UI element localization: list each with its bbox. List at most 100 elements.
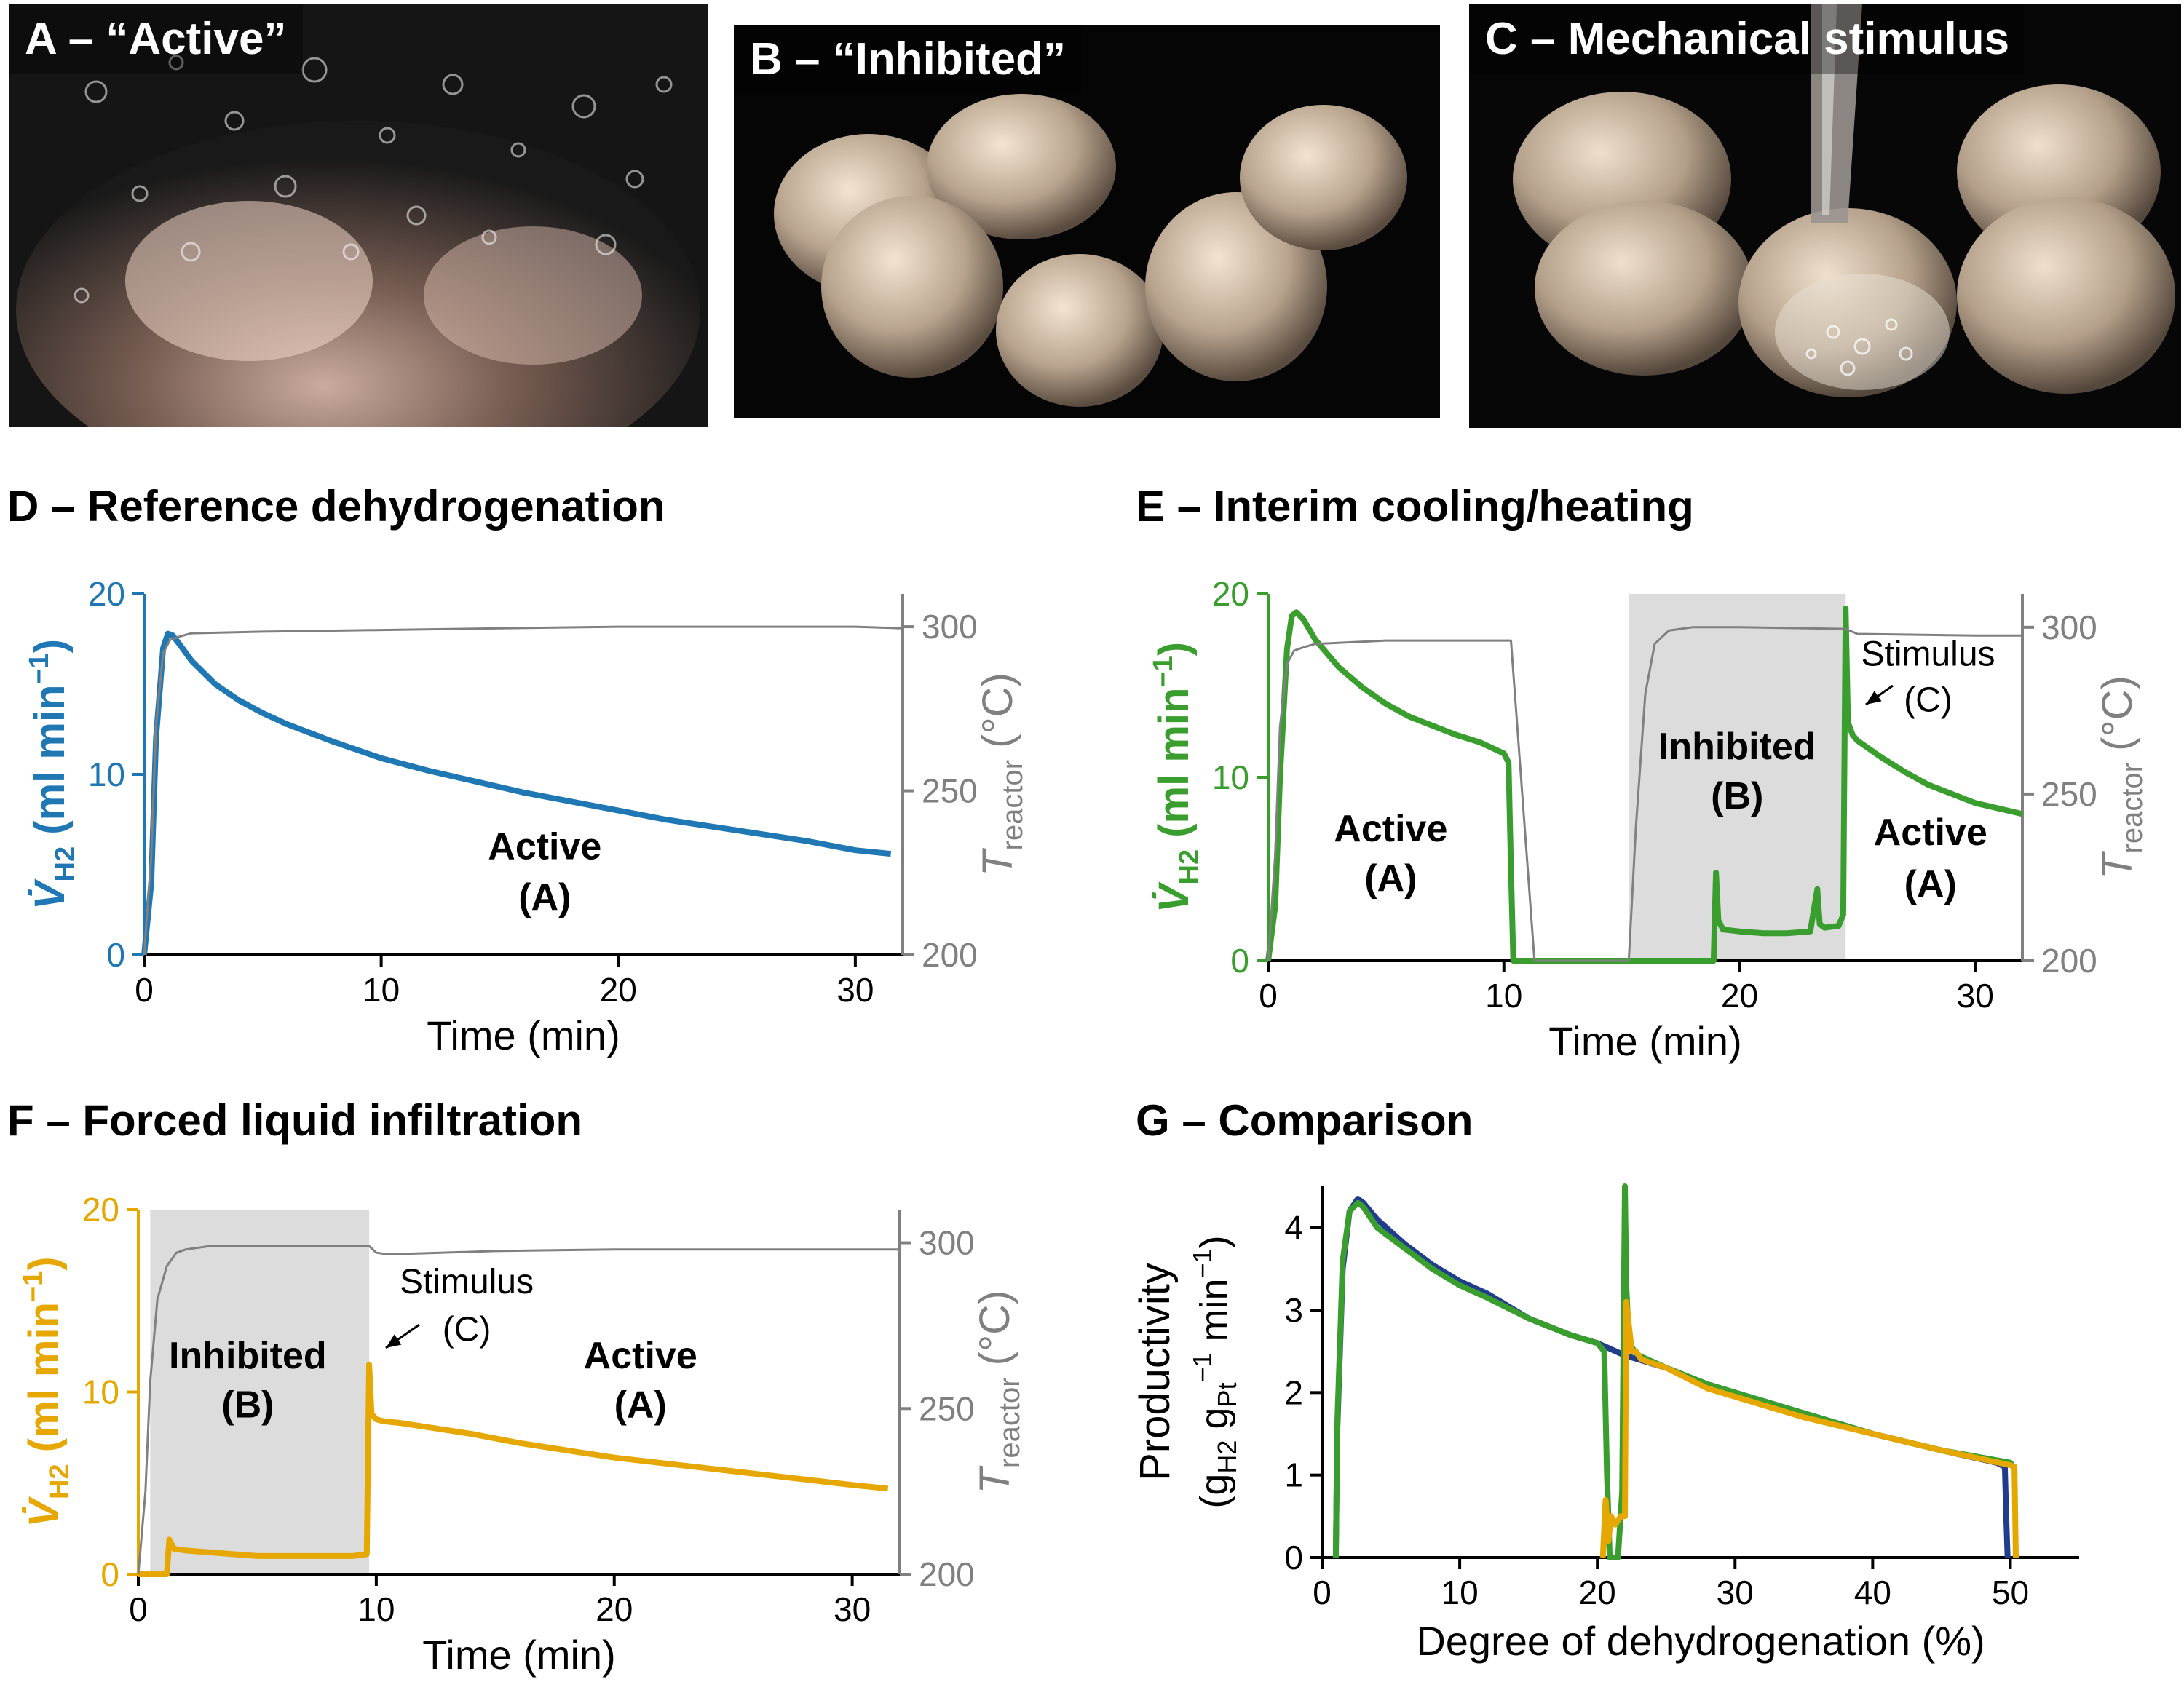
label-part: H2 — [50, 846, 81, 882]
y-tick-label-right: 300 — [922, 608, 978, 646]
y-axis-label-left: V̇H2 (ml min−1) — [1148, 642, 1205, 913]
y-tick-label-right: 200 — [922, 936, 978, 974]
x-tick-label: 20 — [1579, 1574, 1616, 1611]
x-axis-label: Time (min) — [422, 1632, 615, 1678]
label-part: Reference dehydrogenation — [87, 482, 665, 531]
label-part: G – — [1136, 1096, 1218, 1145]
label-part: ) — [20, 1256, 68, 1270]
label-part: H2 — [44, 1464, 75, 1499]
label-part: (ml min — [1150, 688, 1198, 849]
x-tick-label: 0 — [135, 971, 154, 1009]
y-tick-label-left: 20 — [82, 1191, 119, 1229]
annotation-label: (B) — [1711, 775, 1763, 817]
panel-D: D – Reference dehydrogenation 0 10 20 300 10 2… — [7, 482, 1029, 1058]
y-axis-label-left: V̇H2 (ml min−1) — [24, 639, 81, 910]
flow-rate-line — [141, 630, 892, 956]
label-part: Forced liquid infiltration — [82, 1096, 582, 1145]
annotation-label: (B) — [221, 1384, 274, 1427]
stimulus-arrow-e-head — [1866, 691, 1882, 705]
y-tick-label-left: 10 — [82, 1373, 119, 1411]
label-part: H2 — [1174, 849, 1205, 885]
label-part: (ml min — [20, 1302, 68, 1464]
label-part: −1 — [1187, 1248, 1217, 1278]
annotation-label: Active — [1874, 812, 1987, 854]
x-tick-label: 0 — [1259, 977, 1278, 1015]
y-tick-label-right: 250 — [922, 772, 978, 810]
x-tick-label: 0 — [1313, 1574, 1332, 1611]
x-tick-label: 20 — [600, 971, 637, 1009]
label-part: (°C) — [971, 1290, 1018, 1378]
x-tick-label: 50 — [1992, 1574, 2029, 1611]
label-part: E – — [1136, 482, 1214, 531]
photo-panel-mechanical-stimulus: C – Mechanical stimulus — [1469, 4, 2181, 428]
y-tick-label-left: 10 — [1212, 758, 1249, 796]
y-tick-label-left: 20 — [1212, 575, 1249, 613]
x-tick-label: 10 — [357, 1590, 395, 1628]
y-tick-label-left: 10 — [88, 755, 125, 793]
x-tick-label: 30 — [1717, 1574, 1754, 1611]
shaded-region — [150, 1210, 370, 1574]
annotation-label: Active — [488, 826, 601, 868]
y-axis-label-left: V̇H2 (ml min−1) — [18, 1256, 75, 1527]
photo-active-image — [9, 4, 708, 427]
y-tick-label-right: 200 — [2041, 942, 2097, 980]
label-part: ) — [26, 639, 74, 653]
stimulus-arrow-f-head — [386, 1334, 402, 1348]
y-tick-label: 2 — [1284, 1373, 1303, 1411]
y-tick-label-left: 20 — [88, 575, 125, 613]
x-tick-label: 30 — [1957, 977, 1994, 1015]
y-tick-label: 3 — [1284, 1291, 1303, 1329]
photo-label-inhibited: B – “Inhibited” — [734, 25, 1082, 94]
y-tick-label-right: 300 — [2041, 608, 2097, 646]
annotation-label: (A) — [614, 1384, 667, 1427]
label-part: reactor — [2116, 763, 2148, 854]
label-part: D – — [7, 482, 87, 531]
y-tick-label-right: 300 — [919, 1224, 975, 1262]
x-tick-label: 0 — [129, 1590, 148, 1628]
productivity-line-1 — [1332, 1183, 2016, 1560]
photo-panel-inhibited: B – “Inhibited” — [734, 25, 1440, 418]
y-tick-label-left: 0 — [106, 936, 125, 974]
label-part: F – — [7, 1096, 82, 1145]
photo-label-mechanical-stimulus: C – Mechanical stimulus — [1469, 4, 2026, 74]
productivity-line-2 — [1599, 1298, 2019, 1558]
photo-stimulus-image — [1469, 4, 2181, 428]
label-part: ) — [1192, 1235, 1236, 1248]
label-part: (g — [1192, 1474, 1236, 1509]
annotation-label: Inhibited — [169, 1335, 327, 1377]
label-part: min — [1192, 1278, 1236, 1352]
annotation-label: (C) — [1904, 681, 1952, 719]
y-tick-label: 1 — [1284, 1456, 1303, 1494]
x-tick-label: 20 — [1721, 977, 1758, 1015]
productivity-line-0 — [1332, 1196, 2011, 1558]
label-part: (ml min — [26, 685, 74, 846]
x-tick-label: 30 — [834, 1590, 871, 1628]
label-part: Comparison — [1218, 1096, 1473, 1145]
y-axis-label-line2: (gH2 gPt−1 min−1) — [1187, 1235, 1242, 1508]
y-axis-label-right: Treactor (°C) — [2094, 675, 2148, 879]
label-part: −1 — [18, 1271, 49, 1302]
y-axis-label-right: Treactor (°C) — [971, 1290, 1026, 1494]
label-part: (°C) — [974, 673, 1021, 760]
label-part: ) — [1150, 642, 1198, 656]
label-part: Pt — [1212, 1382, 1242, 1407]
label-part: (°C) — [2094, 675, 2141, 763]
annotation-label: (C) — [443, 1310, 491, 1349]
annotation-label: Stimulus — [400, 1263, 534, 1301]
temperature-line — [1267, 626, 2022, 962]
annotation-label: Stimulus — [1861, 635, 1995, 673]
panel-title: F – Forced liquid infiltration — [7, 1096, 582, 1145]
x-tick-label: 10 — [363, 971, 400, 1009]
temperature-line — [137, 1245, 900, 1575]
y-tick-label-left: 0 — [100, 1555, 119, 1593]
panel-G: G – Comparison 0 10 20 30 40 50 0 1 2 3 4 Degree of … — [1131, 1096, 2079, 1664]
x-axis-label: Time (min) — [427, 1012, 620, 1058]
flow-rate-line — [138, 1361, 889, 1577]
panel-title: G – Comparison — [1136, 1096, 1473, 1145]
temperature-line — [143, 625, 903, 956]
x-tick-label: 10 — [1441, 1574, 1479, 1611]
x-axis-label: Time (min) — [1548, 1018, 1741, 1064]
